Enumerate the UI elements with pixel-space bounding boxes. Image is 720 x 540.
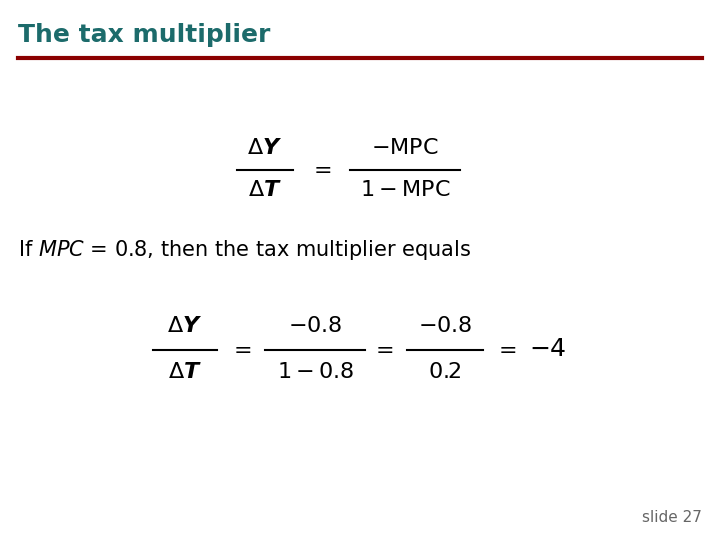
Text: $1 - 0.8$: $1 - 0.8$ bbox=[276, 362, 354, 382]
Text: $=$: $=$ bbox=[494, 339, 516, 359]
Text: $1 - \mathrm{MPC}$: $1 - \mathrm{MPC}$ bbox=[360, 180, 450, 200]
Text: $=$: $=$ bbox=[309, 159, 331, 179]
Text: $\Delta \boldsymbol{Y}$: $\Delta \boldsymbol{Y}$ bbox=[248, 138, 283, 158]
Text: $=$: $=$ bbox=[229, 339, 251, 359]
Text: slide 27: slide 27 bbox=[642, 510, 702, 525]
Text: The tax multiplier: The tax multiplier bbox=[18, 23, 271, 47]
Text: $-0.8$: $-0.8$ bbox=[418, 316, 472, 336]
Text: $\Delta \boldsymbol{T}$: $\Delta \boldsymbol{T}$ bbox=[248, 180, 282, 200]
Text: If $\mathit{MPC}$ = 0.8, then the tax multiplier equals: If $\mathit{MPC}$ = 0.8, then the tax mu… bbox=[18, 238, 471, 262]
Text: $-4$: $-4$ bbox=[529, 337, 567, 361]
Text: $\Delta \boldsymbol{T}$: $\Delta \boldsymbol{T}$ bbox=[168, 362, 202, 382]
Text: $0.2$: $0.2$ bbox=[428, 362, 462, 382]
Text: $-0.8$: $-0.8$ bbox=[288, 316, 342, 336]
Text: $\Delta \boldsymbol{Y}$: $\Delta \boldsymbol{Y}$ bbox=[167, 316, 202, 336]
Text: $-\mathrm{MPC}$: $-\mathrm{MPC}$ bbox=[372, 138, 438, 158]
Text: $=$: $=$ bbox=[371, 339, 393, 359]
